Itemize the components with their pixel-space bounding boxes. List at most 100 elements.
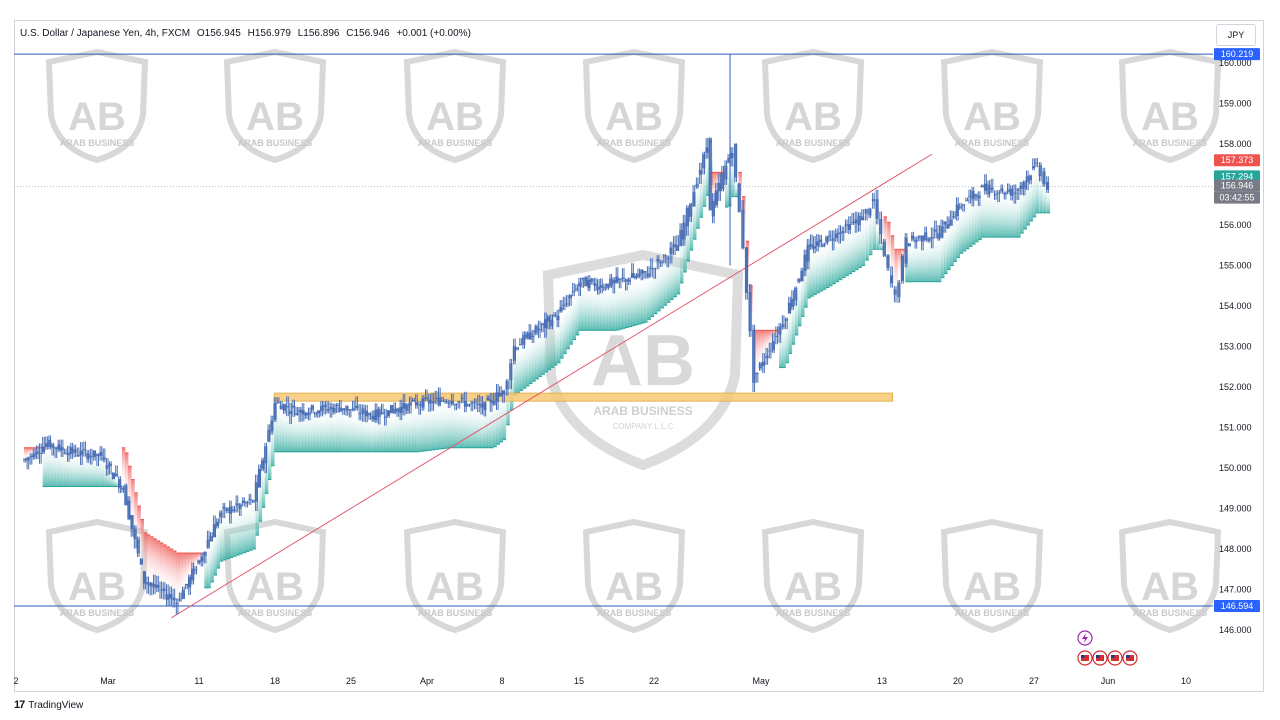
price-tick-label: 151.000 [1219,423,1252,433]
trend-cloud-bull [779,327,783,368]
candle-body [949,219,952,226]
trend-cloud-bull [959,204,964,254]
candle-body [89,455,92,458]
trendline-layer[interactable] [171,153,933,619]
candle-body [941,226,944,238]
candle-body [122,488,125,490]
watermark-sublabel: COMPANY L.L.C [612,422,673,431]
candle-body [414,402,417,406]
candle-body [725,165,728,180]
candle-body [49,439,52,448]
candle-body [484,402,487,410]
tradingview-logo-icon[interactable]: 17 [14,699,25,711]
trend-cloud-bear [150,536,154,586]
watermark-label: ARAB BUSINESS [1133,138,1208,148]
candle-body [983,183,986,191]
candle-body [324,405,327,407]
candle-body [719,182,722,192]
candle-body [119,479,122,489]
candle-body [391,405,394,414]
candle-body [698,170,701,175]
candle-body [610,278,613,287]
time-tick-label: 18 [270,676,280,686]
trend-cloud-bull [359,412,363,452]
price-axis[interactable]: 160.000159.000158.000157.000156.000155.0… [1219,58,1252,635]
candle-body [875,199,878,219]
trend-cloud-bull [1035,164,1040,213]
candle-body [55,447,58,449]
candle-body [400,406,403,414]
candle-body [998,192,1001,194]
trend-cloud-bull [861,216,866,266]
candle-body [326,409,328,411]
candle-body [928,238,931,241]
trend-cloud-bull [271,417,275,466]
candle-body [111,473,114,480]
time-tick-label: 13 [877,676,887,686]
ohlc-close: C156.946 [346,28,390,39]
currency-button[interactable]: JPY [1216,24,1256,46]
candle-body [553,315,555,317]
candle-body [200,556,202,562]
candle-body [463,401,466,407]
tradingview-brand[interactable]: TradingView [28,699,84,711]
candle-body [849,224,852,230]
candle-body [113,473,115,480]
flag-stripe-icon [1111,655,1119,661]
candle-body [859,215,861,226]
watermark-shield-icon [1118,48,1222,164]
candle-body [350,409,352,411]
candle-body [60,447,63,451]
candle-body [741,209,743,248]
trend-cloud-bull [245,502,250,552]
trend-cloud-bull [412,404,416,452]
candle-body [498,393,501,396]
candle-body [857,215,860,226]
trend-cloud-bull [798,277,802,326]
trend-cloud-bull [978,190,982,240]
trend-cloud-bull [516,344,521,393]
flag-canton-icon [1111,655,1115,658]
trend-cloud-bull [585,282,589,331]
event-icons[interactable] [1077,630,1138,666]
candle-body [990,187,993,190]
candle-body [714,190,717,206]
candle-body [640,270,642,274]
trend-cloud-bear [176,553,180,602]
watermark-shield-icon [582,518,686,634]
candle-body [783,324,785,328]
trend-cloud-bull [838,231,843,280]
candle-body [523,335,526,345]
candle-body [355,405,357,409]
candle-body [522,335,524,345]
candle-body [457,401,459,403]
candle-body [287,406,290,408]
candle-body [847,224,850,230]
candle-body [750,292,752,332]
trend-cloud-bear [890,235,895,285]
symbol-title[interactable]: U.S. Dollar / Japanese Yen, 4h, FXCM [20,28,191,39]
time-axis[interactable]: 2 Mar 11 18 25 Apr 8 15 22 May 13 20 27 Jun 10 [13,676,1191,686]
candle-body [624,279,627,282]
trend-cloud-bull [365,413,370,452]
candle-body [209,536,212,542]
trend-cloud-bull [696,179,700,229]
trend-cloud-bull [74,452,78,487]
candle-body [91,455,93,458]
candle-body [57,444,59,450]
candle-body [514,346,516,361]
candle-body [84,449,87,451]
trend-cloud-bull [352,410,356,452]
trend-cloud-bull [569,295,573,345]
candle-body [525,333,527,338]
candle-body [571,291,574,293]
candle-body [565,303,568,305]
candle-body [851,221,853,223]
candle-body [735,143,738,178]
candle-body [653,268,655,270]
candle-body [862,216,865,221]
candle-body [37,451,39,455]
trend-cloud-bull [597,285,601,331]
